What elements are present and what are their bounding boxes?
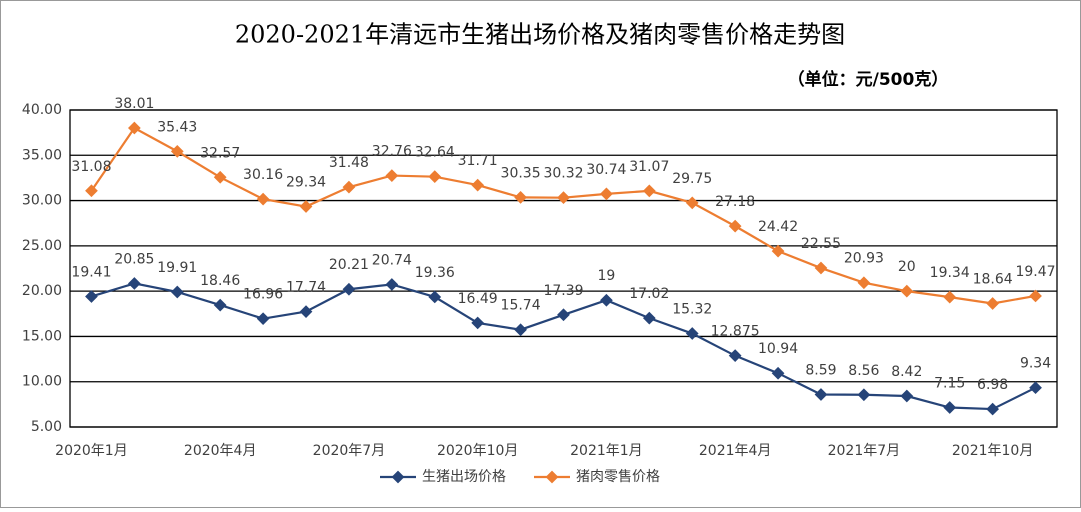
data-label: 6.98 xyxy=(977,377,1008,393)
data-label: 31.48 xyxy=(329,155,369,171)
data-label: 18.64 xyxy=(973,271,1013,287)
x-tick-label: 2021年7月 xyxy=(828,443,901,459)
y-tick-label: 30.00 xyxy=(22,193,62,209)
data-label: 20 xyxy=(898,259,916,275)
data-label: 15.74 xyxy=(501,298,541,314)
data-label: 12.875 xyxy=(711,324,760,340)
data-point xyxy=(128,277,141,290)
data-point xyxy=(471,178,485,192)
data-point xyxy=(428,170,442,184)
x-tick-label: 2020年4月 xyxy=(184,443,257,459)
data-label: 19.41 xyxy=(71,264,111,280)
y-tick-label: 5.00 xyxy=(31,419,62,435)
data-label: 17.02 xyxy=(629,286,669,302)
data-label: 19 xyxy=(597,268,615,284)
data-label: 29.75 xyxy=(672,171,712,187)
data-point xyxy=(385,169,399,182)
chart-title: 2020-2021年清远市生猪出场价格及猪肉零售价格走势图 xyxy=(235,21,845,49)
data-label: 20.21 xyxy=(329,257,369,273)
data-label: 31.08 xyxy=(71,159,111,175)
data-point xyxy=(213,170,227,184)
data-label: 8.59 xyxy=(805,362,836,378)
data-point xyxy=(170,285,184,299)
y-tick-label: 25.00 xyxy=(22,238,62,254)
data-label: 16.49 xyxy=(458,291,498,307)
legend-label: 猪肉零售价格 xyxy=(576,469,660,485)
data-label: 29.34 xyxy=(286,175,326,191)
legend-label: 生猪出场价格 xyxy=(422,469,506,485)
chart-subtitle: （单位：元/500克） xyxy=(788,69,949,90)
data-point xyxy=(299,200,313,213)
data-label: 16.96 xyxy=(243,287,283,303)
x-tick-label: 2020年1月 xyxy=(55,443,128,459)
x-tick-label: 2020年7月 xyxy=(313,443,386,459)
x-tick-label: 2020年10月 xyxy=(437,443,518,459)
data-label: 19.36 xyxy=(415,265,455,281)
data-point xyxy=(128,121,141,135)
data-point xyxy=(471,316,485,330)
data-label: 30.16 xyxy=(243,167,283,183)
y-tick-label: 40.00 xyxy=(22,102,62,118)
x-tick-label: 2021年1月 xyxy=(570,443,643,459)
data-label: 24.42 xyxy=(758,219,798,235)
y-tick-label: 20.00 xyxy=(22,283,62,299)
data-label: 30.32 xyxy=(543,166,583,182)
x-tick-label: 2021年10月 xyxy=(952,443,1033,459)
data-label: 18.46 xyxy=(200,273,240,289)
data-label: 20.74 xyxy=(372,252,412,268)
data-label: 38.01 xyxy=(114,96,154,112)
data-label: 8.42 xyxy=(891,364,922,380)
data-label: 10.94 xyxy=(758,341,798,357)
data-label: 30.35 xyxy=(501,165,541,181)
data-label: 20.85 xyxy=(114,251,154,267)
data-label: 20.93 xyxy=(844,251,884,267)
y-tick-label: 10.00 xyxy=(22,374,62,390)
data-label: 32.64 xyxy=(415,145,455,161)
data-point xyxy=(85,184,98,198)
data-label: 27.18 xyxy=(715,194,755,210)
plot-border xyxy=(69,109,1058,428)
data-label: 15.32 xyxy=(672,302,712,318)
data-label: 19.34 xyxy=(930,265,970,281)
data-label: 35.43 xyxy=(157,119,197,135)
data-point xyxy=(256,192,270,206)
data-label: 22.55 xyxy=(801,236,841,252)
data-label: 32.57 xyxy=(200,145,240,161)
data-point xyxy=(428,290,442,304)
data-point xyxy=(385,278,399,291)
data-label: 9.34 xyxy=(1020,356,1051,372)
data-point xyxy=(213,298,227,312)
data-label: 19.91 xyxy=(157,260,197,276)
data-label: 31.71 xyxy=(458,153,498,169)
data-label: 17.39 xyxy=(543,283,583,299)
data-point xyxy=(256,312,270,326)
data-point xyxy=(342,180,356,194)
data-label: 32.76 xyxy=(372,144,412,160)
data-label: 17.74 xyxy=(286,280,326,296)
y-tick-label: 15.00 xyxy=(22,328,62,344)
data-point xyxy=(170,145,184,158)
data-label: 31.07 xyxy=(629,159,669,175)
data-label: 19.47 xyxy=(1015,264,1055,280)
data-label: 7.15 xyxy=(934,376,965,392)
legend-marker xyxy=(391,470,405,484)
data-point xyxy=(342,282,356,296)
data-point xyxy=(85,290,98,303)
data-label: 30.74 xyxy=(586,162,626,178)
y-tick-label: 35.00 xyxy=(22,147,62,163)
x-tick-label: 2021年4月 xyxy=(699,443,772,459)
data-label: 8.56 xyxy=(848,363,879,379)
data-point xyxy=(299,305,313,318)
